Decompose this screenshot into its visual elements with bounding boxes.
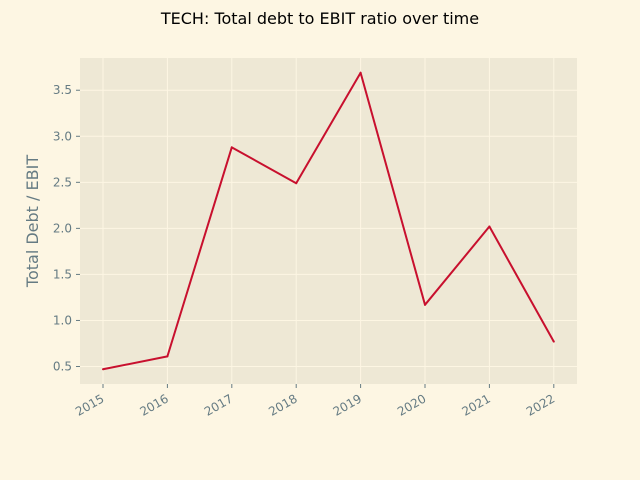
y-tick-label: 1.5	[53, 267, 72, 281]
data-point	[166, 355, 169, 358]
x-tick-label: 2022	[524, 391, 557, 418]
x-tick-label: 2020	[395, 391, 428, 418]
y-tick-label: 0.5	[53, 360, 72, 374]
x-tick-label: 2018	[266, 391, 299, 418]
plot-area	[80, 58, 577, 384]
series-layer	[102, 71, 555, 371]
chart-title: TECH: Total debt to EBIT ratio over time	[160, 9, 479, 28]
grid-layer	[80, 58, 577, 384]
y-tick-label: 2.5	[53, 175, 72, 189]
data-point	[424, 303, 426, 306]
y-tick-label: 3.0	[53, 129, 72, 143]
x-tick-label: 2017	[202, 391, 235, 418]
data-point	[552, 340, 555, 343]
y-tick-label: 1.0	[53, 313, 72, 327]
y-tick-label: 3.5	[53, 83, 72, 97]
series-line	[102, 71, 555, 371]
y-tick-label: 2.0	[53, 221, 72, 235]
data-point	[359, 71, 362, 74]
x-tick-label: 2019	[331, 391, 364, 418]
data-point	[102, 368, 104, 371]
data-point	[488, 225, 491, 228]
data-point	[230, 146, 233, 149]
data-point	[295, 182, 298, 185]
x-tick-label: 2015	[73, 391, 106, 418]
y-axis-label: Total Debt / EBIT	[23, 155, 42, 288]
x-tick-label: 2016	[137, 391, 170, 418]
x-tick-label: 2021	[459, 391, 492, 418]
